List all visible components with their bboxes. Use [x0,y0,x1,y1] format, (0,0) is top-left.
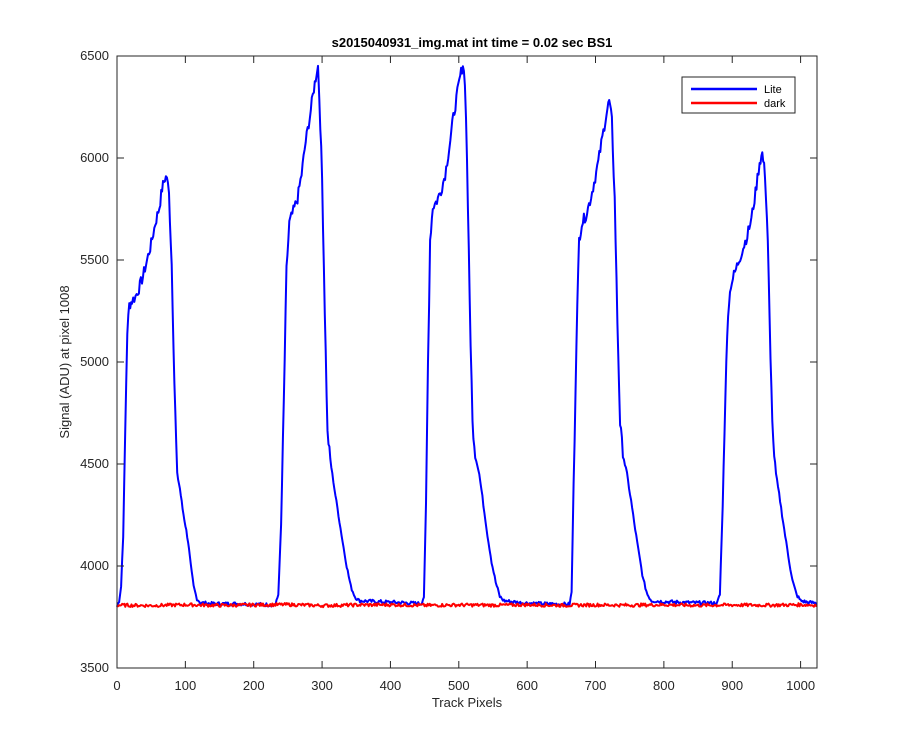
x-tick-label: 800 [653,678,675,693]
y-tick-label: 5500 [80,252,109,267]
x-tick-label: 500 [448,678,470,693]
legend-label-dark: dark [764,98,786,110]
y-tick-label: 4500 [80,456,109,471]
y-tick-label: 4000 [80,558,109,573]
x-tick-label: 300 [311,678,333,693]
y-axis-label: Signal (ADU) at pixel 1008 [57,285,72,438]
x-axis-label: Track Pixels [432,695,503,710]
y-tick-label: 6000 [80,150,109,165]
series-line-lite [116,64,818,608]
y-tick-label: 5000 [80,354,109,369]
x-tick-label: 100 [175,678,197,693]
x-tick-label: 700 [585,678,607,693]
x-tick-label: 400 [380,678,402,693]
axes-layer: 0 100 200 300 400 500 600 700 800 900 1000 3500 4000… [80,48,818,693]
x-tick-label: 0 [113,678,120,693]
series-line-dark [116,602,818,609]
x-tick-label: 900 [721,678,743,693]
legend-label-lite: Lite [764,84,782,96]
series-layer [116,64,818,609]
x-tick-label: 600 [516,678,538,693]
y-tick-label: 3500 [80,660,109,675]
x-tick-label: 1000 [786,678,815,693]
legend-box [681,76,796,114]
chart-title: s2015040931_img.mat int time = 0.02 sec … [332,35,613,50]
y-tick-label: 6500 [80,48,109,63]
legend: Lite dark [681,76,796,114]
x-tick-label: 200 [243,678,265,693]
